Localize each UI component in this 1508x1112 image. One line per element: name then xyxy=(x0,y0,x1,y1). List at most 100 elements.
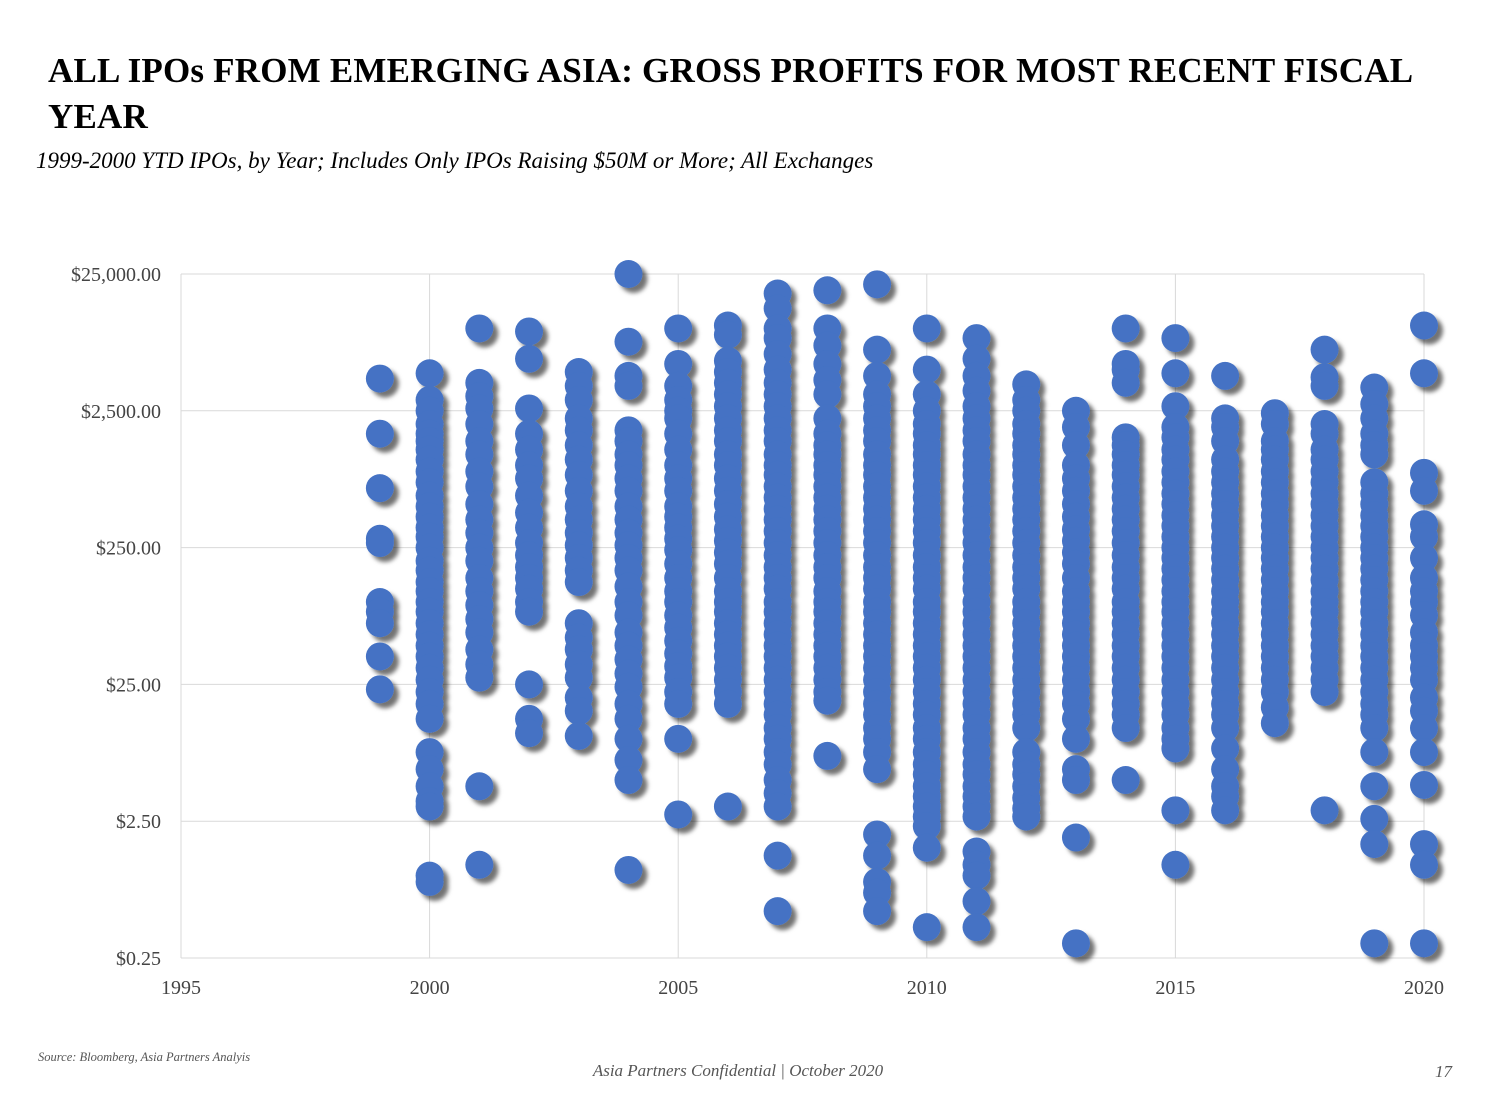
data-point xyxy=(962,913,991,942)
data-point xyxy=(1310,371,1339,400)
data-point xyxy=(365,642,394,671)
data-point xyxy=(614,766,643,795)
y-tick-label: $2.50 xyxy=(116,811,161,833)
data-point xyxy=(1410,850,1438,879)
data-point xyxy=(1260,709,1289,738)
data-point xyxy=(564,663,593,692)
data-point xyxy=(365,474,394,503)
data-point xyxy=(1410,770,1438,799)
data-point xyxy=(713,792,742,821)
data-point xyxy=(1211,796,1240,825)
data-point xyxy=(465,663,494,692)
data-point xyxy=(1211,714,1240,743)
data-point xyxy=(614,371,643,400)
data-points xyxy=(365,260,1438,958)
data-point xyxy=(1061,431,1090,460)
data-point xyxy=(912,355,941,384)
data-point xyxy=(962,324,991,353)
data-point xyxy=(1061,823,1090,852)
data-point xyxy=(1410,311,1438,340)
data-point xyxy=(365,675,394,704)
data-point xyxy=(1410,714,1438,743)
data-point xyxy=(1061,704,1090,733)
scatter-chart: $0.25 $2.50 $25.00 $250.00 $2,500.00 $25,000.… xyxy=(71,260,1444,999)
data-point xyxy=(1360,714,1389,743)
data-point xyxy=(1310,677,1339,706)
data-point xyxy=(1410,359,1438,388)
x-tick-label: 2020 xyxy=(1404,977,1444,999)
data-point xyxy=(1360,830,1389,859)
data-point xyxy=(365,364,394,393)
data-point xyxy=(1061,724,1090,753)
data-point xyxy=(664,689,693,718)
data-point xyxy=(863,755,892,784)
data-point xyxy=(1360,440,1389,469)
data-point xyxy=(1111,314,1140,343)
data-point xyxy=(1012,714,1041,743)
data-point xyxy=(614,260,643,288)
data-point xyxy=(564,568,593,597)
data-point xyxy=(813,276,842,305)
data-point xyxy=(465,772,494,801)
data-point xyxy=(1360,772,1389,801)
data-point xyxy=(1111,766,1140,795)
data-point xyxy=(1410,522,1438,551)
data-point xyxy=(863,335,892,364)
data-point xyxy=(1360,929,1389,958)
data-point xyxy=(1211,361,1240,390)
data-point xyxy=(465,850,494,879)
data-point xyxy=(365,609,394,638)
data-point xyxy=(1310,796,1339,825)
y-tick-label: $0.25 xyxy=(116,948,161,970)
data-point xyxy=(962,802,991,831)
data-point xyxy=(1161,796,1190,825)
data-point xyxy=(515,597,544,626)
x-tick-label: 2000 xyxy=(410,977,450,999)
y-tick-label: $2,500.00 xyxy=(81,401,161,423)
data-point xyxy=(415,704,444,733)
data-point xyxy=(1161,324,1190,353)
data-point xyxy=(1012,802,1041,831)
data-point xyxy=(1360,738,1389,767)
x-tick-label: 2015 xyxy=(1155,977,1195,999)
data-point xyxy=(1161,359,1190,388)
data-point xyxy=(1061,929,1090,958)
data-point xyxy=(763,897,792,926)
data-point xyxy=(863,270,892,299)
data-point xyxy=(465,314,494,343)
data-point xyxy=(515,719,544,748)
data-point xyxy=(515,344,544,373)
data-point xyxy=(515,317,544,346)
data-point xyxy=(863,897,892,926)
data-point xyxy=(515,670,544,699)
slide-title: ALL IPOs FROM EMERGING ASIA: GROSS PROFI… xyxy=(48,51,1412,136)
data-point xyxy=(415,359,444,388)
data-point xyxy=(763,792,792,821)
data-point xyxy=(664,800,693,829)
data-point xyxy=(912,314,941,343)
data-point xyxy=(365,419,394,448)
footer-confidential: Asia Partners Confidential | October 202… xyxy=(592,1061,884,1080)
data-point xyxy=(1161,392,1190,421)
data-point xyxy=(863,820,892,849)
x-tick-label: 2005 xyxy=(658,977,698,999)
data-point xyxy=(912,833,941,862)
data-point xyxy=(713,320,742,349)
data-point xyxy=(1310,335,1339,364)
data-point xyxy=(763,841,792,870)
data-point xyxy=(912,812,941,841)
data-point xyxy=(614,746,643,775)
data-point xyxy=(1161,734,1190,763)
data-point xyxy=(962,861,991,890)
data-point xyxy=(1410,476,1438,505)
x-tick-label: 1995 xyxy=(161,977,201,999)
data-point xyxy=(664,314,693,343)
slide-subtitle: 1999-2000 YTD IPOs, by Year; Includes On… xyxy=(36,148,874,173)
data-point xyxy=(614,704,643,733)
data-point xyxy=(813,380,842,409)
data-point xyxy=(614,327,643,356)
data-point xyxy=(1360,804,1389,833)
data-point xyxy=(365,529,394,558)
data-point xyxy=(1161,850,1190,879)
data-point xyxy=(962,887,991,916)
